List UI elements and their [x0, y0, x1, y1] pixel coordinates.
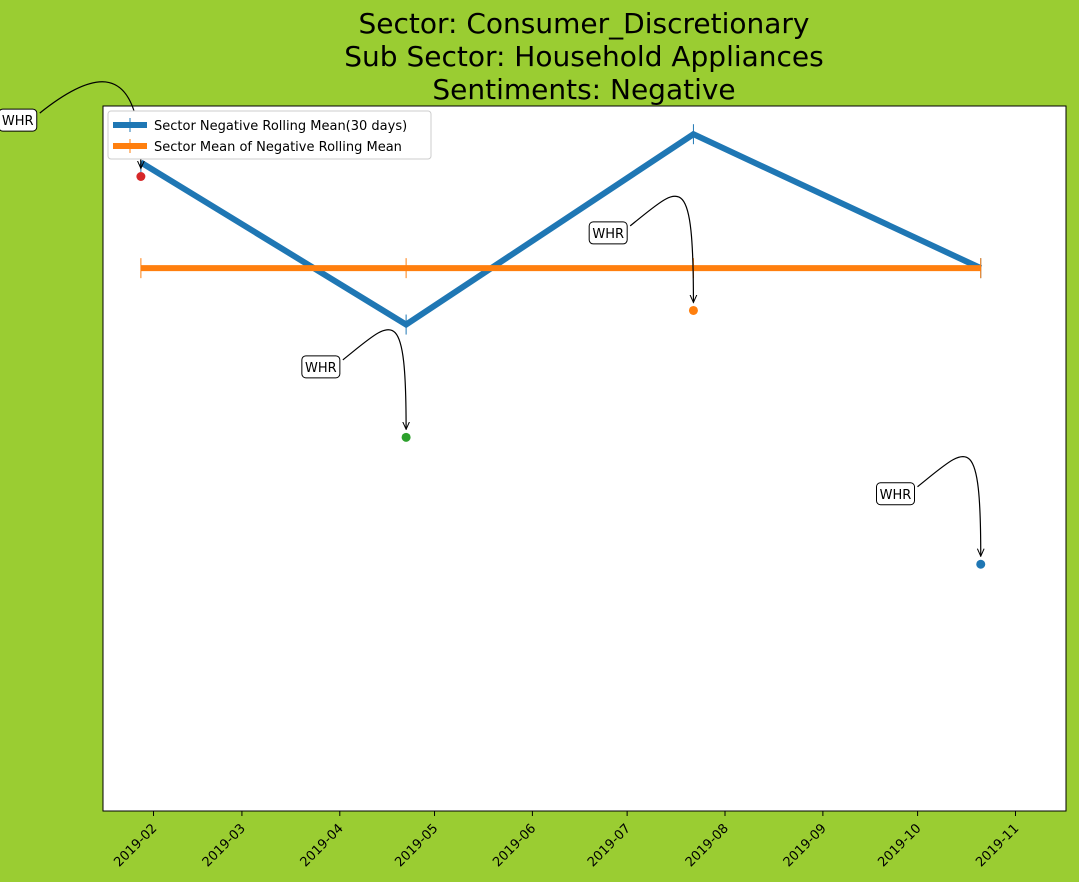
chart-title-line-1: Sector: Consumer_Discretionary [359, 7, 810, 40]
annotation-point [136, 172, 146, 181]
annotation-label: WHR [592, 227, 624, 242]
annotation-arrow [342, 329, 406, 430]
x-axis: 2019-02 2019-03 2019-04 2019-05 2019-06 2019-… [111, 811, 1022, 870]
chart-title-line-3: Sentiments: Negative [432, 73, 735, 106]
x-tick-label: 2019-08 [683, 821, 732, 870]
annotation-point [976, 559, 986, 569]
x-tick-label: 2019-10 [875, 821, 924, 870]
annotation-arrow [917, 456, 981, 557]
annotation-label-box [301, 355, 341, 379]
x-tick-label: 2019-11 [973, 821, 1022, 870]
annotation-label: WHR [2, 114, 34, 129]
x-tick-label: 2019-07 [585, 821, 634, 870]
annotation-label: WHR [880, 488, 912, 503]
annotation-label-box [876, 482, 916, 506]
chart-title-line-2: Sub Sector: Household Appliances [344, 40, 824, 73]
annotation-point [688, 305, 698, 315]
legend: Sector Negative Rolling Mean(30 days) Se… [107, 110, 432, 160]
x-tick-label: 2019-04 [298, 821, 347, 870]
annotation-label-box [588, 221, 628, 245]
x-tick-label: 2019-03 [200, 821, 249, 870]
annotation-label: WHR [305, 361, 337, 376]
series-line-0 [139, 130, 983, 329]
annotation-label-box [0, 108, 38, 132]
legend-box [107, 110, 432, 160]
legend-label-mean: Sector Mean of Negative Rolling Mean [154, 140, 402, 155]
x-tick-label: 2019-05 [392, 821, 441, 870]
legend-label-rolling-mean: Sector Negative Rolling Mean(30 days) [154, 119, 407, 134]
plot-area [102, 105, 1067, 812]
x-tick-label: 2019-06 [490, 821, 539, 870]
annotation-point [401, 432, 411, 442]
x-tick-label: 2019-02 [111, 821, 160, 870]
annotation-layer: WHR WHR WHR WHR [0, 81, 986, 569]
annotation-arrow [629, 195, 693, 302]
x-tick-label: 2019-09 [781, 821, 830, 870]
